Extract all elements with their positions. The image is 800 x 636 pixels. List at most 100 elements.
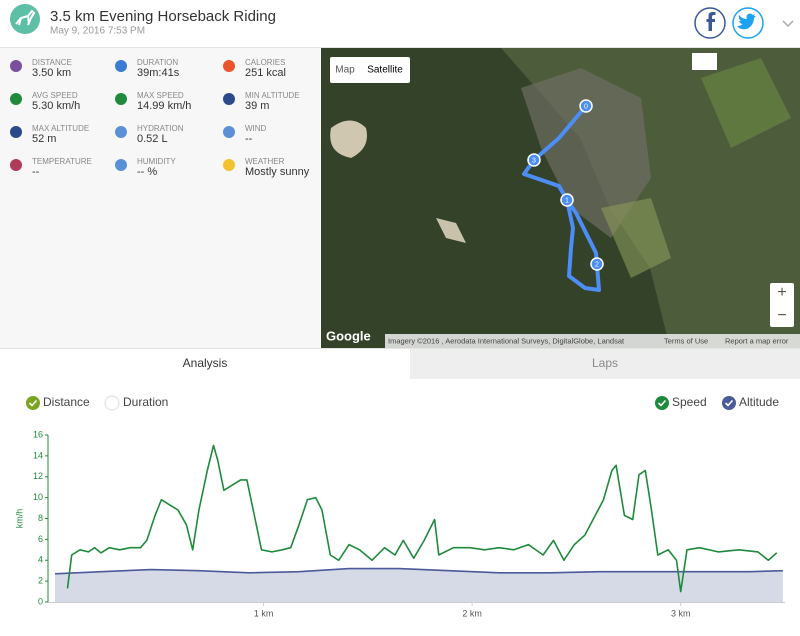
route-markers: 0 1 2 3 (527, 99, 604, 271)
twitter-icon (737, 13, 756, 30)
stat-value: -- (32, 166, 40, 178)
expand-chevron[interactable] (782, 20, 794, 28)
map-town (521, 68, 651, 238)
facebook-icon (706, 12, 716, 31)
y-tick-label: 10 (33, 492, 43, 502)
toggle-label[interactable]: Distance (43, 395, 90, 409)
map: 0 1 2 3 Map Satellite + − Google Imagery ©2… (321, 48, 800, 348)
stat-value: 0.52 L (137, 133, 168, 145)
zoom-control (770, 283, 794, 327)
stat-label: WIND (245, 124, 267, 133)
stat-value: 52 m (32, 133, 57, 145)
marker-label: 2 (595, 261, 599, 268)
stat-icon (10, 126, 22, 138)
y-tick-label: 4 (38, 555, 43, 565)
stat-icon (115, 159, 127, 171)
legend-check[interactable] (722, 396, 736, 410)
stat-label: DURATION (137, 58, 179, 67)
stat-icon (223, 93, 235, 105)
stat-label: DISTANCE (32, 58, 72, 67)
map-sand (330, 120, 367, 158)
stat-label: MAX ALTITUDE (32, 124, 90, 133)
stats-panel: DISTANCE 3.50 km DURATION 39m:41s CALORIES 25… (0, 48, 320, 348)
legend-label[interactable]: Speed (672, 395, 707, 409)
stat-label: AVG SPEED (32, 91, 78, 100)
chart: Distance Duration Speed Altitude km/h 0 2 4 6 8 10… (14, 395, 785, 618)
check-mark (28, 399, 38, 407)
zoom-in[interactable]: + (777, 284, 786, 301)
stat-value: Mostly sunny (245, 166, 310, 178)
stat-value: 39 m (245, 100, 270, 112)
stat-icon (223, 60, 235, 72)
satellite-button[interactable]: Satellite (367, 65, 403, 76)
map-field (701, 58, 791, 148)
stat-value: -- % (137, 166, 158, 178)
marker-label: 0 (584, 103, 588, 110)
map-button[interactable]: Map (335, 65, 355, 76)
y-tick-label: 16 (33, 429, 43, 439)
series-line (54, 567, 783, 575)
stat-label: CALORIES (245, 58, 286, 67)
stat-value: 39m:41s (137, 67, 180, 79)
fullscreen-button[interactable] (692, 53, 717, 70)
map-type-control (330, 57, 410, 83)
tab-laps[interactable]: Laps (592, 356, 618, 370)
toggle-check[interactable] (26, 396, 40, 410)
stat-value: 3.50 km (32, 67, 72, 79)
attribution: Imagery ©2016 , Aerodata International S… (388, 336, 625, 345)
toggle-check[interactable] (104, 395, 120, 411)
stat-icon (223, 159, 235, 171)
map-sand (436, 218, 466, 243)
attribution-bar (385, 334, 800, 348)
y-axis-label: km/h (14, 509, 24, 529)
title: 3.5 km Evening Horseback Riding (50, 8, 276, 25)
inactive-tab-bg (410, 349, 800, 379)
x-tick-label: 2 km (462, 608, 482, 618)
marker (579, 99, 593, 113)
stat-label: WEATHER (245, 157, 285, 166)
stat-value: 251 kcal (245, 67, 286, 79)
marker (527, 153, 541, 167)
stat-icon (10, 93, 22, 105)
y-tick-label: 14 (33, 450, 43, 460)
activity-icon (10, 4, 40, 34)
header: 3.5 km Evening Horseback Riding May 9, 2… (0, 4, 800, 48)
marker (590, 257, 604, 271)
stat-label: MAX SPEED (137, 91, 184, 100)
stat-icon (115, 60, 127, 72)
legend-label[interactable]: Altitude (739, 395, 779, 409)
zoom-out[interactable]: − (777, 307, 786, 324)
y-tick-label: 12 (33, 471, 43, 481)
terms-link[interactable]: Terms of Use (664, 336, 708, 345)
check-mark (724, 399, 734, 407)
stat-label: TEMPERATURE (32, 157, 92, 166)
stat-icon (10, 159, 22, 171)
marker-label: 1 (565, 197, 569, 204)
stat-icon (115, 126, 127, 138)
tab-analysis[interactable]: Analysis (183, 356, 228, 370)
x-tick-label: 1 km (254, 608, 274, 618)
toggle-label[interactable]: Duration (123, 395, 168, 409)
y-tick-label: 0 (38, 596, 43, 606)
tabs: Analysis Laps (0, 348, 800, 379)
x-tick-label: 3 km (671, 608, 691, 618)
map-logo: Google (326, 328, 371, 343)
stat-label: HUMIDITY (137, 157, 176, 166)
stat-icon (223, 126, 235, 138)
report-link[interactable]: Report a map error (725, 336, 789, 345)
stat-value: -- (245, 133, 253, 145)
marker-label: 3 (532, 157, 536, 164)
stat-icon (115, 93, 127, 105)
horse-icon (15, 9, 36, 26)
stat-label: MIN ALTITUDE (245, 91, 300, 100)
legend-check[interactable] (655, 396, 669, 410)
altitude-area (55, 568, 783, 602)
y-tick-label: 2 (38, 576, 43, 586)
map-field (601, 198, 671, 278)
date: May 9, 2016 7:53 PM (50, 26, 145, 37)
stat-value: 14.99 km/h (137, 100, 192, 112)
series-line (66, 444, 778, 593)
stat-icon (10, 60, 22, 72)
stat-value: 5.30 km/h (32, 100, 81, 112)
marker (560, 193, 574, 207)
